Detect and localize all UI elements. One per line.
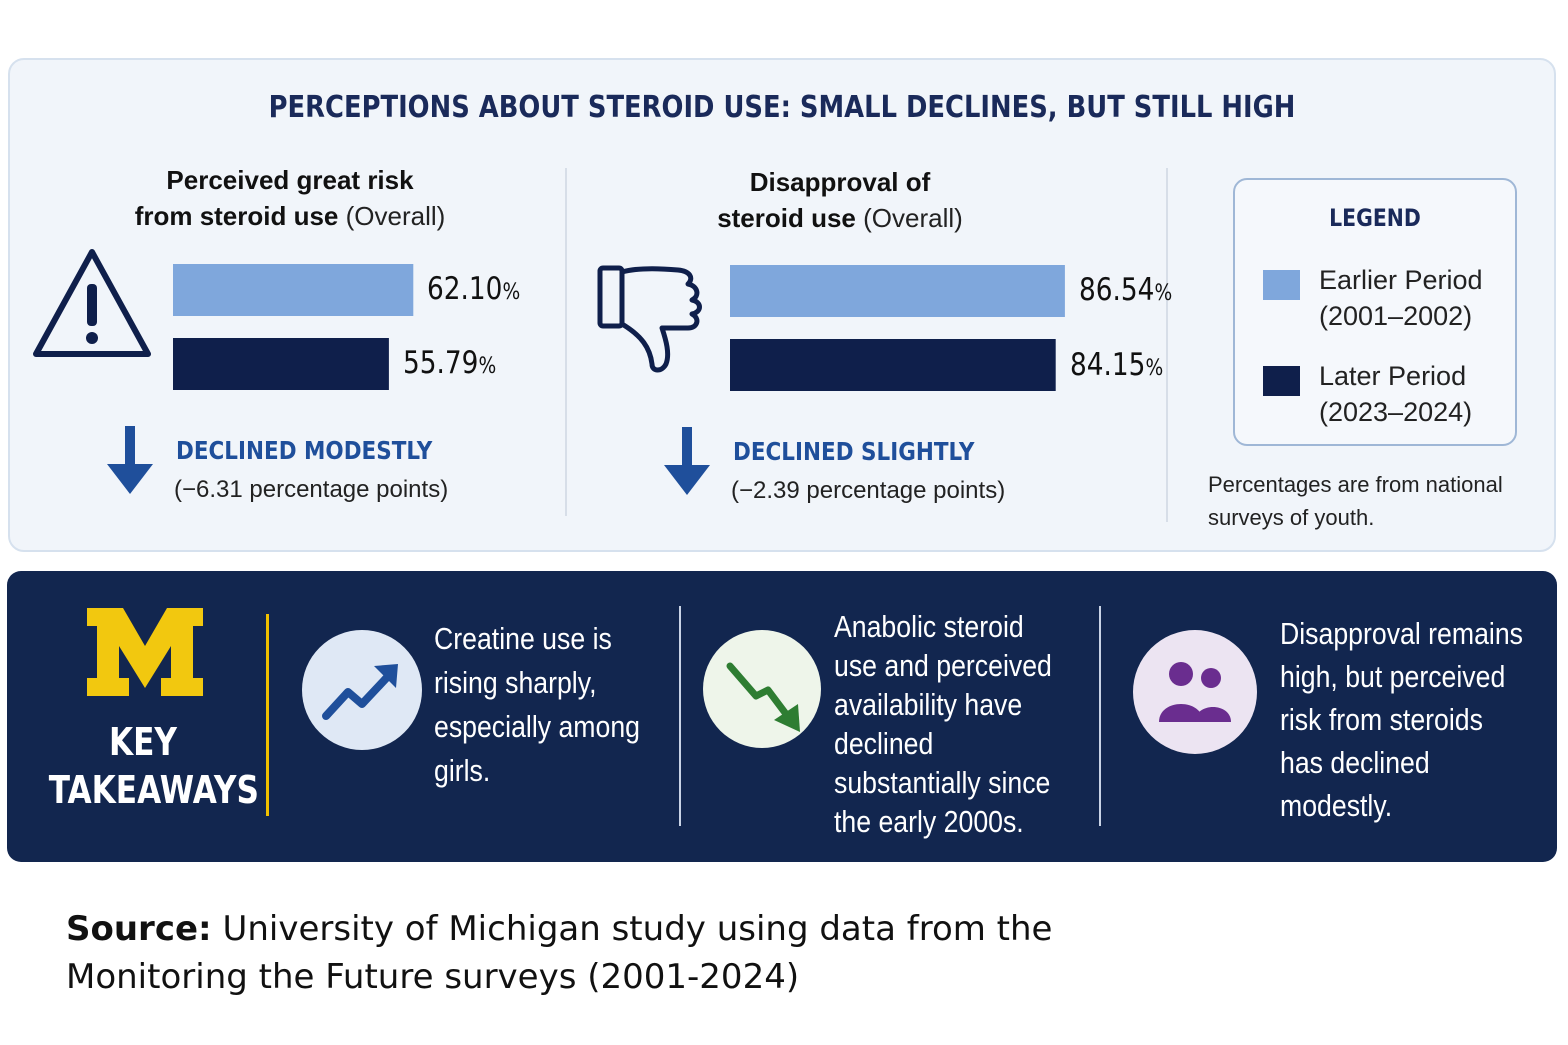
risk-bar-chart	[173, 264, 414, 390]
maize-divider	[266, 614, 269, 816]
trend-up-circle	[302, 630, 422, 750]
risk-chart-title-line2-wrap: from steroid use (Overall)	[90, 198, 490, 234]
takeaway-3-line: modestly.	[1280, 788, 1393, 823]
source-text: University of Michigan study using data …	[222, 909, 1053, 949]
legend-note: Percentages are from national surveys of…	[1208, 472, 1503, 530]
disapproval-later-value-unit: %	[1145, 356, 1164, 381]
risk-later-value-unit: %	[478, 354, 497, 379]
trend-down-circle	[703, 630, 821, 748]
takeaway-2-line: declined	[834, 726, 934, 761]
risk-earlier-value-num: 62.10	[427, 271, 503, 307]
disapproval-chart-title: Disapproval of steroid use (Overall)	[640, 164, 1040, 236]
risk-chart-title-line2: from steroid use	[134, 201, 339, 231]
divider-2	[1166, 168, 1168, 522]
legend-item-earlier: Earlier Period (2001–2002)	[1319, 262, 1483, 334]
disapproval-earlier-value-num: 86.54	[1079, 272, 1155, 308]
legend-earlier-line1: Earlier Period	[1319, 265, 1483, 295]
risk-earlier-value: 62.10%	[427, 271, 520, 307]
legend-item-later: Later Period (2023–2024)	[1319, 358, 1472, 430]
warning-triangle-icon	[33, 249, 151, 357]
legend-later-line1: Later Period	[1319, 361, 1467, 391]
divider-1	[565, 168, 567, 516]
risk-chart-title-suffix: (Overall)	[345, 201, 446, 231]
key-takeaways-line1: KEY	[108, 720, 177, 764]
takeaway-1-line: especially among	[434, 709, 640, 744]
down-arrow-icon	[107, 426, 153, 494]
people-icon	[1159, 662, 1231, 722]
disapproval-chart-title-suffix: (Overall)	[863, 203, 963, 233]
risk-chart-title-line1: Perceived great risk	[166, 165, 414, 195]
takeaway-divider-1	[679, 606, 681, 826]
down-arrow-icon	[664, 427, 710, 495]
disapproval-bar-later	[730, 339, 1056, 391]
michigan-block-m-logo	[87, 608, 203, 696]
risk-change-detail: (−6.31 percentage points)	[174, 476, 449, 503]
legend-title: LEGEND	[1329, 204, 1421, 232]
takeaway-2-line: use and perceived	[834, 648, 1052, 683]
risk-change-title: DECLINED MODESTLY	[176, 436, 433, 465]
takeaway-2-line: the early 2000s.	[834, 804, 1024, 839]
people-circle	[1133, 630, 1257, 754]
risk-earlier-value-unit: %	[502, 280, 521, 305]
key-takeaways-label: KEY TAKEAWAYS	[48, 718, 259, 814]
disapproval-later-value-num: 84.15	[1070, 347, 1146, 383]
risk-later-value-num: 55.79	[403, 345, 479, 381]
takeaway-divider-2	[1099, 606, 1101, 826]
headline: PERCEPTIONS ABOUT STEROID USE: SMALL DEC…	[268, 90, 1296, 125]
legend: LEGEND Earlier Period (2001–2002) Later …	[1233, 178, 1517, 446]
source-label: Source:	[66, 909, 212, 949]
takeaway-3-line: high, but perceived	[1280, 659, 1506, 694]
disapproval-change-title: DECLINED SLIGHTLY	[733, 437, 975, 466]
key-takeaways-line2: TAKEAWAYS	[48, 768, 259, 812]
source-note: Source: University of Michigan study usi…	[66, 905, 1266, 1001]
legend-swatch-earlier	[1263, 270, 1300, 300]
disapproval-later-value: 84.15%	[1070, 347, 1163, 383]
disapproval-change-detail: (−2.39 percentage points)	[731, 477, 1006, 504]
takeaway-1: Creatine use is rising sharply, especial…	[434, 617, 640, 793]
legend-swatch-later	[1263, 366, 1300, 396]
takeaway-2-line: availability have	[834, 687, 1023, 722]
risk-bar-earlier	[173, 264, 414, 316]
source-line-1: Source: University of Michigan study usi…	[66, 905, 1266, 953]
disapproval-bar-chart	[730, 265, 1065, 391]
disapproval-earlier-value: 86.54%	[1079, 272, 1172, 308]
takeaway-2: Anabolic steroid use and perceived avail…	[834, 607, 1052, 841]
takeaway-3-line: has declined	[1280, 745, 1430, 780]
thumbs-down-icon	[597, 265, 702, 373]
takeaway-2-line: Anabolic steroid	[834, 609, 1024, 644]
takeaway-3-line: Disapproval remains	[1280, 616, 1524, 651]
disapproval-chart-title-line2-wrap: steroid use (Overall)	[640, 200, 1040, 236]
takeaway-3-line: risk from steroids	[1280, 702, 1483, 737]
trend-down-arrow-icon	[726, 662, 800, 732]
risk-bar-later	[173, 338, 389, 390]
risk-later-value: 55.79%	[403, 345, 496, 381]
legend-later-line2: (2023–2024)	[1319, 397, 1473, 427]
source-line-2: Monitoring the Future surveys (2001-2024…	[66, 957, 800, 997]
disapproval-earlier-value-unit: %	[1154, 281, 1173, 306]
takeaway-1-line: girls.	[434, 753, 491, 788]
disapproval-bar-earlier	[730, 265, 1065, 317]
trend-up-arrow-icon	[322, 664, 398, 720]
risk-chart-title: Perceived great risk from steroid use (O…	[90, 162, 490, 234]
disapproval-chart-title-line1: Disapproval of	[749, 167, 931, 197]
takeaway-1-line: Creatine use is	[434, 621, 612, 656]
disapproval-chart-title-line2: steroid use	[717, 203, 856, 233]
takeaway-2-line: substantially since	[834, 765, 1051, 800]
takeaway-1-line: rising sharply,	[434, 665, 597, 700]
takeaway-3: Disapproval remains high, but perceived …	[1280, 612, 1523, 827]
legend-earlier-line2: (2001–2002)	[1319, 301, 1473, 331]
